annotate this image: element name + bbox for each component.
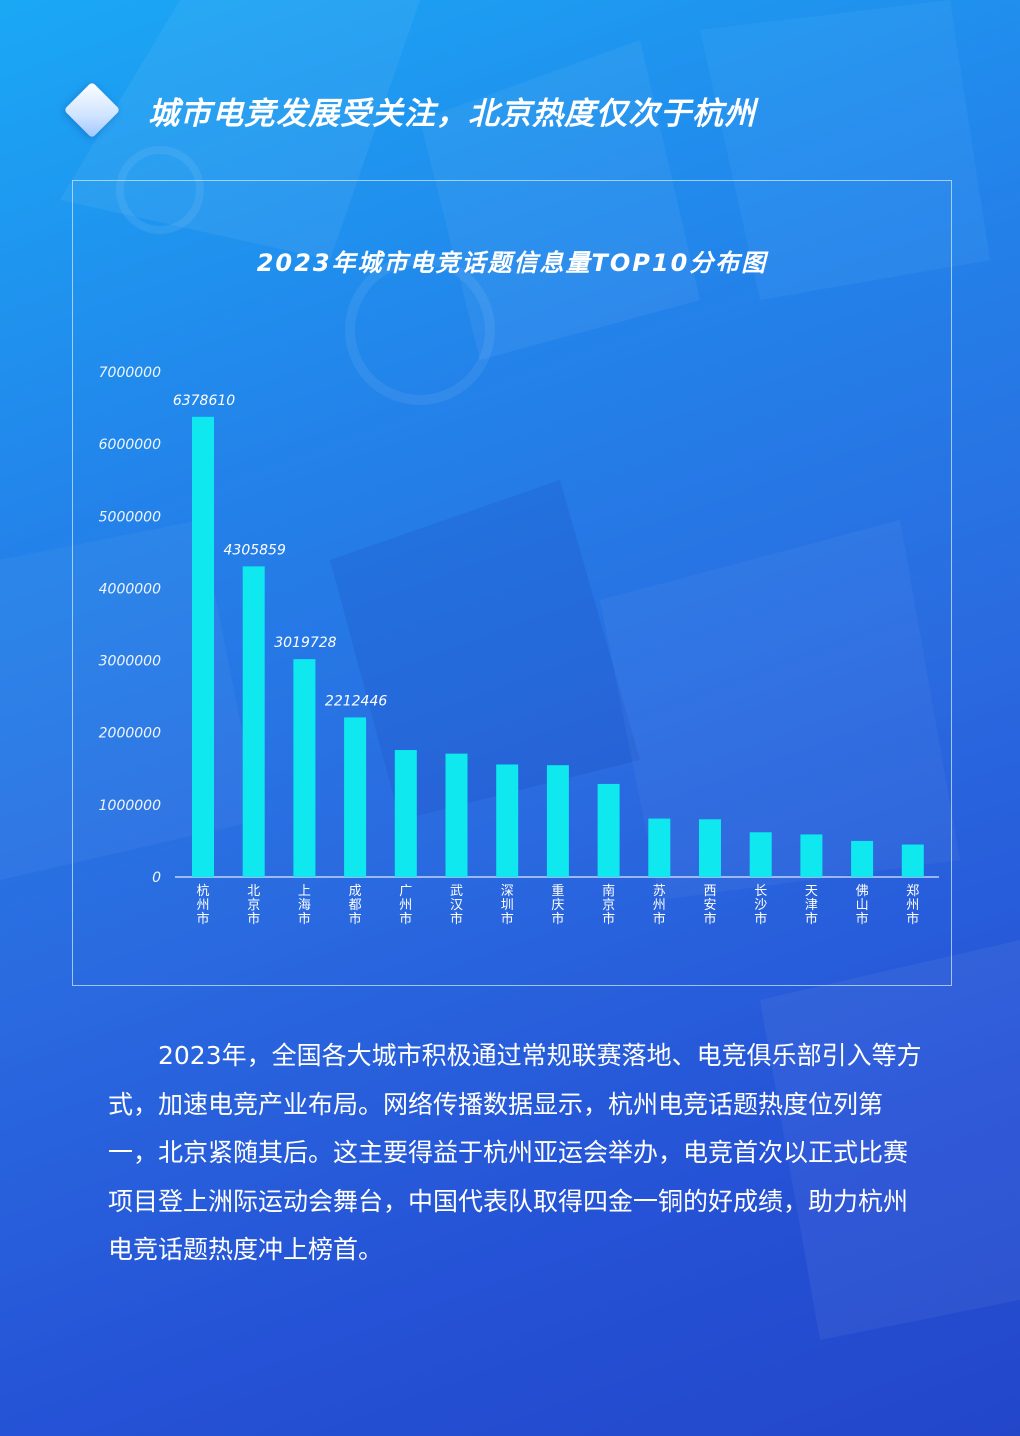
bar-data-label: 3019728: [274, 635, 336, 651]
bar: [496, 764, 519, 877]
bar: [901, 844, 924, 877]
bar: [445, 753, 468, 877]
x-tick-label: 重庆市: [551, 883, 564, 927]
bar-data-label: 2212446: [325, 693, 387, 709]
x-tick-label: 深圳市: [501, 884, 514, 927]
body-text: 2023年，全国各大城市积极通过常规联赛落地、电竞俱乐部引入等方式，加速电竞产业…: [108, 1032, 928, 1275]
x-tick-label: 广州市: [399, 884, 412, 927]
x-tick-label: 西安市: [703, 884, 716, 927]
y-tick-label: 5000000: [99, 509, 161, 525]
bar: [242, 566, 265, 877]
bar: [344, 717, 367, 877]
bar: [800, 834, 823, 877]
y-tick-label: 4000000: [99, 581, 161, 597]
chart-title: 2023年城市电竞话题信息量TOP10分布图: [256, 249, 768, 277]
bar: [749, 832, 772, 877]
x-tick-label: 杭州市: [196, 884, 209, 927]
y-tick-label: 3000000: [99, 654, 161, 670]
bar: [699, 819, 721, 877]
bar: [648, 818, 671, 877]
x-tick-label: 北京市: [247, 884, 260, 927]
body-paragraph: 2023年，全国各大城市积极通过常规联赛落地、电竞俱乐部引入等方式，加速电竞产业…: [108, 1041, 922, 1264]
x-tick-label: 郑州市: [906, 884, 919, 927]
x-tick-label: 上海市: [298, 884, 311, 927]
y-tick-label: 0: [152, 870, 161, 886]
y-tick-label: 1000000: [99, 798, 161, 814]
x-tick-label: 南京市: [602, 883, 615, 927]
bar: [192, 416, 214, 877]
bar: [597, 783, 620, 877]
x-tick-label: 成都市: [349, 884, 362, 927]
y-tick-label: 7000000: [99, 365, 161, 381]
bar-data-label: 4305859: [224, 542, 286, 558]
bar: [293, 659, 316, 877]
bar: [394, 750, 417, 877]
diamond-icon: [63, 81, 121, 139]
y-tick-label: 6000000: [99, 437, 161, 453]
x-tick-label: 天津市: [805, 884, 818, 927]
x-tick-label: 苏州市: [653, 883, 666, 927]
page-title: 城市电竞发展受关注，北京热度仅次于杭州: [148, 95, 756, 132]
chart-frame: 2023年城市电竞话题信息量TOP10分布图 0 1000000 2000000 30…: [72, 180, 952, 986]
bar-chart: 0 1000000 2000000 3000000 4000000 5000000 6000…: [99, 365, 939, 927]
x-tick-label: 长沙市: [754, 884, 767, 927]
page-header: 城市电竞发展受关注，北京热度仅次于杭州: [62, 80, 756, 140]
x-tick-label: 佛山市: [856, 884, 869, 927]
x-tick-label: 武汉市: [450, 884, 463, 927]
bar-data-label: 6378610: [173, 393, 235, 409]
bar: [851, 840, 874, 877]
bar: [546, 765, 569, 877]
y-tick-label: 2000000: [99, 726, 161, 742]
